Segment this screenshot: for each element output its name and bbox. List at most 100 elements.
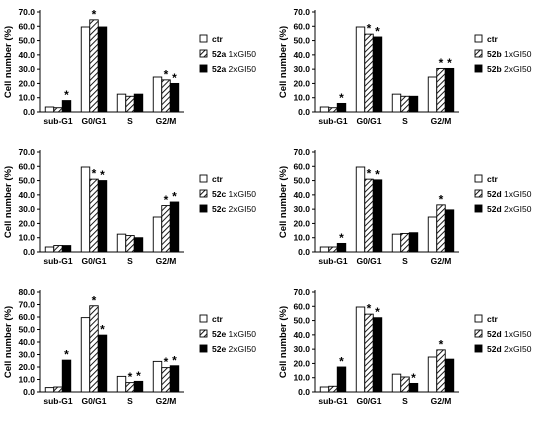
y-axis-label: Cell number (%) xyxy=(3,306,14,378)
y-tick-label: 20.0 xyxy=(18,362,35,372)
legend-swatch xyxy=(199,174,208,183)
y-tick-label: 0.0 xyxy=(23,107,35,117)
chart-panel-52d-b: 0.0 10.0 20.0 30.0 40.0 50.0 60.0 70.0 Cell numb… xyxy=(275,280,550,421)
ctr-bar xyxy=(391,233,402,253)
dose2-bar xyxy=(372,36,383,113)
legend-entry: 52a 1xGI50 xyxy=(212,49,256,59)
dose1-bar xyxy=(53,386,63,393)
ctr-bar xyxy=(427,356,438,393)
legend-swatch xyxy=(474,189,483,198)
ctr-bar xyxy=(116,233,127,253)
ctr-bar xyxy=(44,246,55,253)
significance-star: * xyxy=(375,25,380,39)
dose1-bar xyxy=(161,367,171,393)
dose1-bar xyxy=(53,107,63,113)
legend-entry: ctr xyxy=(212,174,224,184)
legend-entry: ctr xyxy=(212,34,224,44)
x-category-label: S xyxy=(402,396,408,406)
legend-compound: 52e xyxy=(212,329,229,339)
dose2-bar xyxy=(97,334,108,393)
y-tick-label: 30.0 xyxy=(18,204,35,214)
significance-star: * xyxy=(136,369,141,383)
dose2-bar xyxy=(372,179,383,253)
ctr-bar xyxy=(427,76,438,113)
legend-compound: 52a xyxy=(212,49,229,59)
dose1-bar xyxy=(400,376,410,393)
y-tick-label: 60.0 xyxy=(293,301,310,311)
y-tick-label: 50.0 xyxy=(293,316,310,326)
y-tick-label: 70.0 xyxy=(293,147,310,157)
dose1-bar xyxy=(436,349,446,393)
dose1-bar xyxy=(364,33,374,113)
dose2-bar xyxy=(133,380,144,393)
x-category-label: G2/M xyxy=(156,116,177,126)
x-category-label: G2/M xyxy=(156,256,177,266)
chart-panel-52a: 0.0 10.0 20.0 30.0 40.0 50.0 60.0 70.0 Cell numb… xyxy=(0,0,275,140)
dose1-bar xyxy=(161,205,171,253)
ctr-bar xyxy=(152,76,163,113)
legend-swatch xyxy=(474,34,483,43)
dose2-bar xyxy=(61,359,72,393)
dose2-bar xyxy=(97,26,108,113)
legend-swatch xyxy=(199,329,208,338)
y-tick-label: 20.0 xyxy=(293,218,310,228)
significance-star: * xyxy=(92,167,97,181)
y-tick-label: 10.0 xyxy=(293,233,310,243)
dose2-bar xyxy=(444,67,455,113)
dose1-bar xyxy=(328,107,338,113)
y-tick-label: 10.0 xyxy=(18,233,35,243)
legend-entry: 52a 2xGI50 xyxy=(212,64,256,74)
legend-entry: ctr xyxy=(487,34,499,44)
x-category-label: S xyxy=(127,396,133,406)
x-category-label: G0/G1 xyxy=(356,256,381,266)
significance-star: * xyxy=(128,370,133,384)
significance-star: * xyxy=(92,293,97,307)
ctr-bar xyxy=(319,386,330,393)
y-tick-label: 0.0 xyxy=(23,387,35,397)
y-tick-label: 50.0 xyxy=(18,325,35,335)
y-tick-label: 0.0 xyxy=(23,247,35,257)
legend-compound: ctr xyxy=(487,314,499,324)
y-tick-label: 70.0 xyxy=(293,287,310,297)
ctr-bar xyxy=(80,317,91,393)
legend-dose: 2xGI50 xyxy=(229,204,257,214)
ctr-bar xyxy=(355,306,366,393)
x-category-label: S xyxy=(402,116,408,126)
ctr-bar xyxy=(427,216,438,253)
ctr-bar xyxy=(116,93,127,113)
legend-swatch xyxy=(474,204,483,213)
dose2-bar xyxy=(372,317,383,393)
ctr-bar xyxy=(152,360,163,393)
significance-star: * xyxy=(439,337,444,351)
y-tick-label: 60.0 xyxy=(293,21,310,31)
y-tick-label: 0.0 xyxy=(298,387,310,397)
dose2-bar xyxy=(336,102,347,113)
legend-entry: 52c 2xGI50 xyxy=(212,204,256,214)
legend-compound: 52b xyxy=(487,49,504,59)
legend-swatch xyxy=(199,64,208,73)
dose1-bar xyxy=(328,246,338,253)
dose2-bar xyxy=(61,245,72,253)
y-tick-label: 50.0 xyxy=(18,176,35,186)
x-category-label: S xyxy=(127,256,133,266)
significance-star: * xyxy=(439,192,444,206)
legend-swatch xyxy=(474,174,483,183)
y-axis-label: Cell number (%) xyxy=(278,166,289,238)
dose1-bar xyxy=(53,245,63,253)
x-category-label: G2/M xyxy=(431,256,452,266)
significance-star: * xyxy=(339,91,344,105)
y-tick-label: 70.0 xyxy=(18,147,35,157)
significance-star: * xyxy=(172,353,177,367)
legend-compound: ctr xyxy=(212,34,224,44)
significance-star: * xyxy=(64,348,69,362)
legend-entry: 52b 1xGI50 xyxy=(487,49,532,59)
significance-star: * xyxy=(339,355,344,369)
y-tick-label: 50.0 xyxy=(293,36,310,46)
dose1-bar xyxy=(364,313,374,393)
legend-entry: 52d 2xGI50 xyxy=(487,204,532,214)
x-category-label: sub-G1 xyxy=(43,396,73,406)
legend-compound: ctr xyxy=(487,174,499,184)
y-tick-label: 50.0 xyxy=(18,36,35,46)
y-tick-label: 40.0 xyxy=(18,190,35,200)
